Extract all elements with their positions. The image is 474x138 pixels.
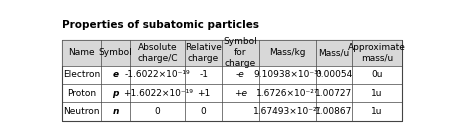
Text: Approximate
mass/u: Approximate mass/u bbox=[348, 43, 406, 63]
Text: Symbol: Symbol bbox=[99, 48, 132, 57]
Text: Mass/kg: Mass/kg bbox=[269, 48, 305, 57]
Text: 1.00727: 1.00727 bbox=[315, 89, 353, 98]
Text: -1.6022×10⁻¹⁹: -1.6022×10⁻¹⁹ bbox=[125, 70, 191, 79]
Text: n: n bbox=[112, 107, 118, 116]
Text: Properties of subatomic particles: Properties of subatomic particles bbox=[62, 20, 259, 30]
Text: 1u: 1u bbox=[372, 107, 383, 116]
Text: Proton: Proton bbox=[67, 89, 96, 98]
Text: 1u: 1u bbox=[372, 89, 383, 98]
Text: 1.00867: 1.00867 bbox=[315, 107, 353, 116]
Text: Symbol
for
charge: Symbol for charge bbox=[223, 37, 257, 68]
Text: -e: -e bbox=[236, 70, 245, 79]
Text: +1: +1 bbox=[197, 89, 210, 98]
Text: +e: +e bbox=[234, 89, 247, 98]
Text: 0u: 0u bbox=[372, 70, 383, 79]
Text: -1: -1 bbox=[199, 70, 208, 79]
Text: Absolute
charge/C: Absolute charge/C bbox=[137, 43, 178, 63]
Text: 1.6726×10⁻²⁷: 1.6726×10⁻²⁷ bbox=[256, 89, 319, 98]
Text: 0: 0 bbox=[155, 107, 161, 116]
Text: 1.67493×10⁻²⁷: 1.67493×10⁻²⁷ bbox=[253, 107, 321, 116]
Text: +1.6022×10⁻¹⁹: +1.6022×10⁻¹⁹ bbox=[123, 89, 192, 98]
Bar bbox=[62, 40, 402, 66]
Text: 0.00054: 0.00054 bbox=[315, 70, 353, 79]
Bar bbox=[62, 40, 402, 121]
Text: 0: 0 bbox=[201, 107, 207, 116]
Text: Relative
charge: Relative charge bbox=[185, 43, 222, 63]
Text: p: p bbox=[112, 89, 118, 98]
Text: Mass/u: Mass/u bbox=[319, 48, 350, 57]
Text: Electron: Electron bbox=[63, 70, 100, 79]
Text: e: e bbox=[112, 70, 118, 79]
Text: Name: Name bbox=[68, 48, 95, 57]
Text: 9.10938×10⁻³¹: 9.10938×10⁻³¹ bbox=[253, 70, 321, 79]
Text: Neutron: Neutron bbox=[63, 107, 100, 116]
